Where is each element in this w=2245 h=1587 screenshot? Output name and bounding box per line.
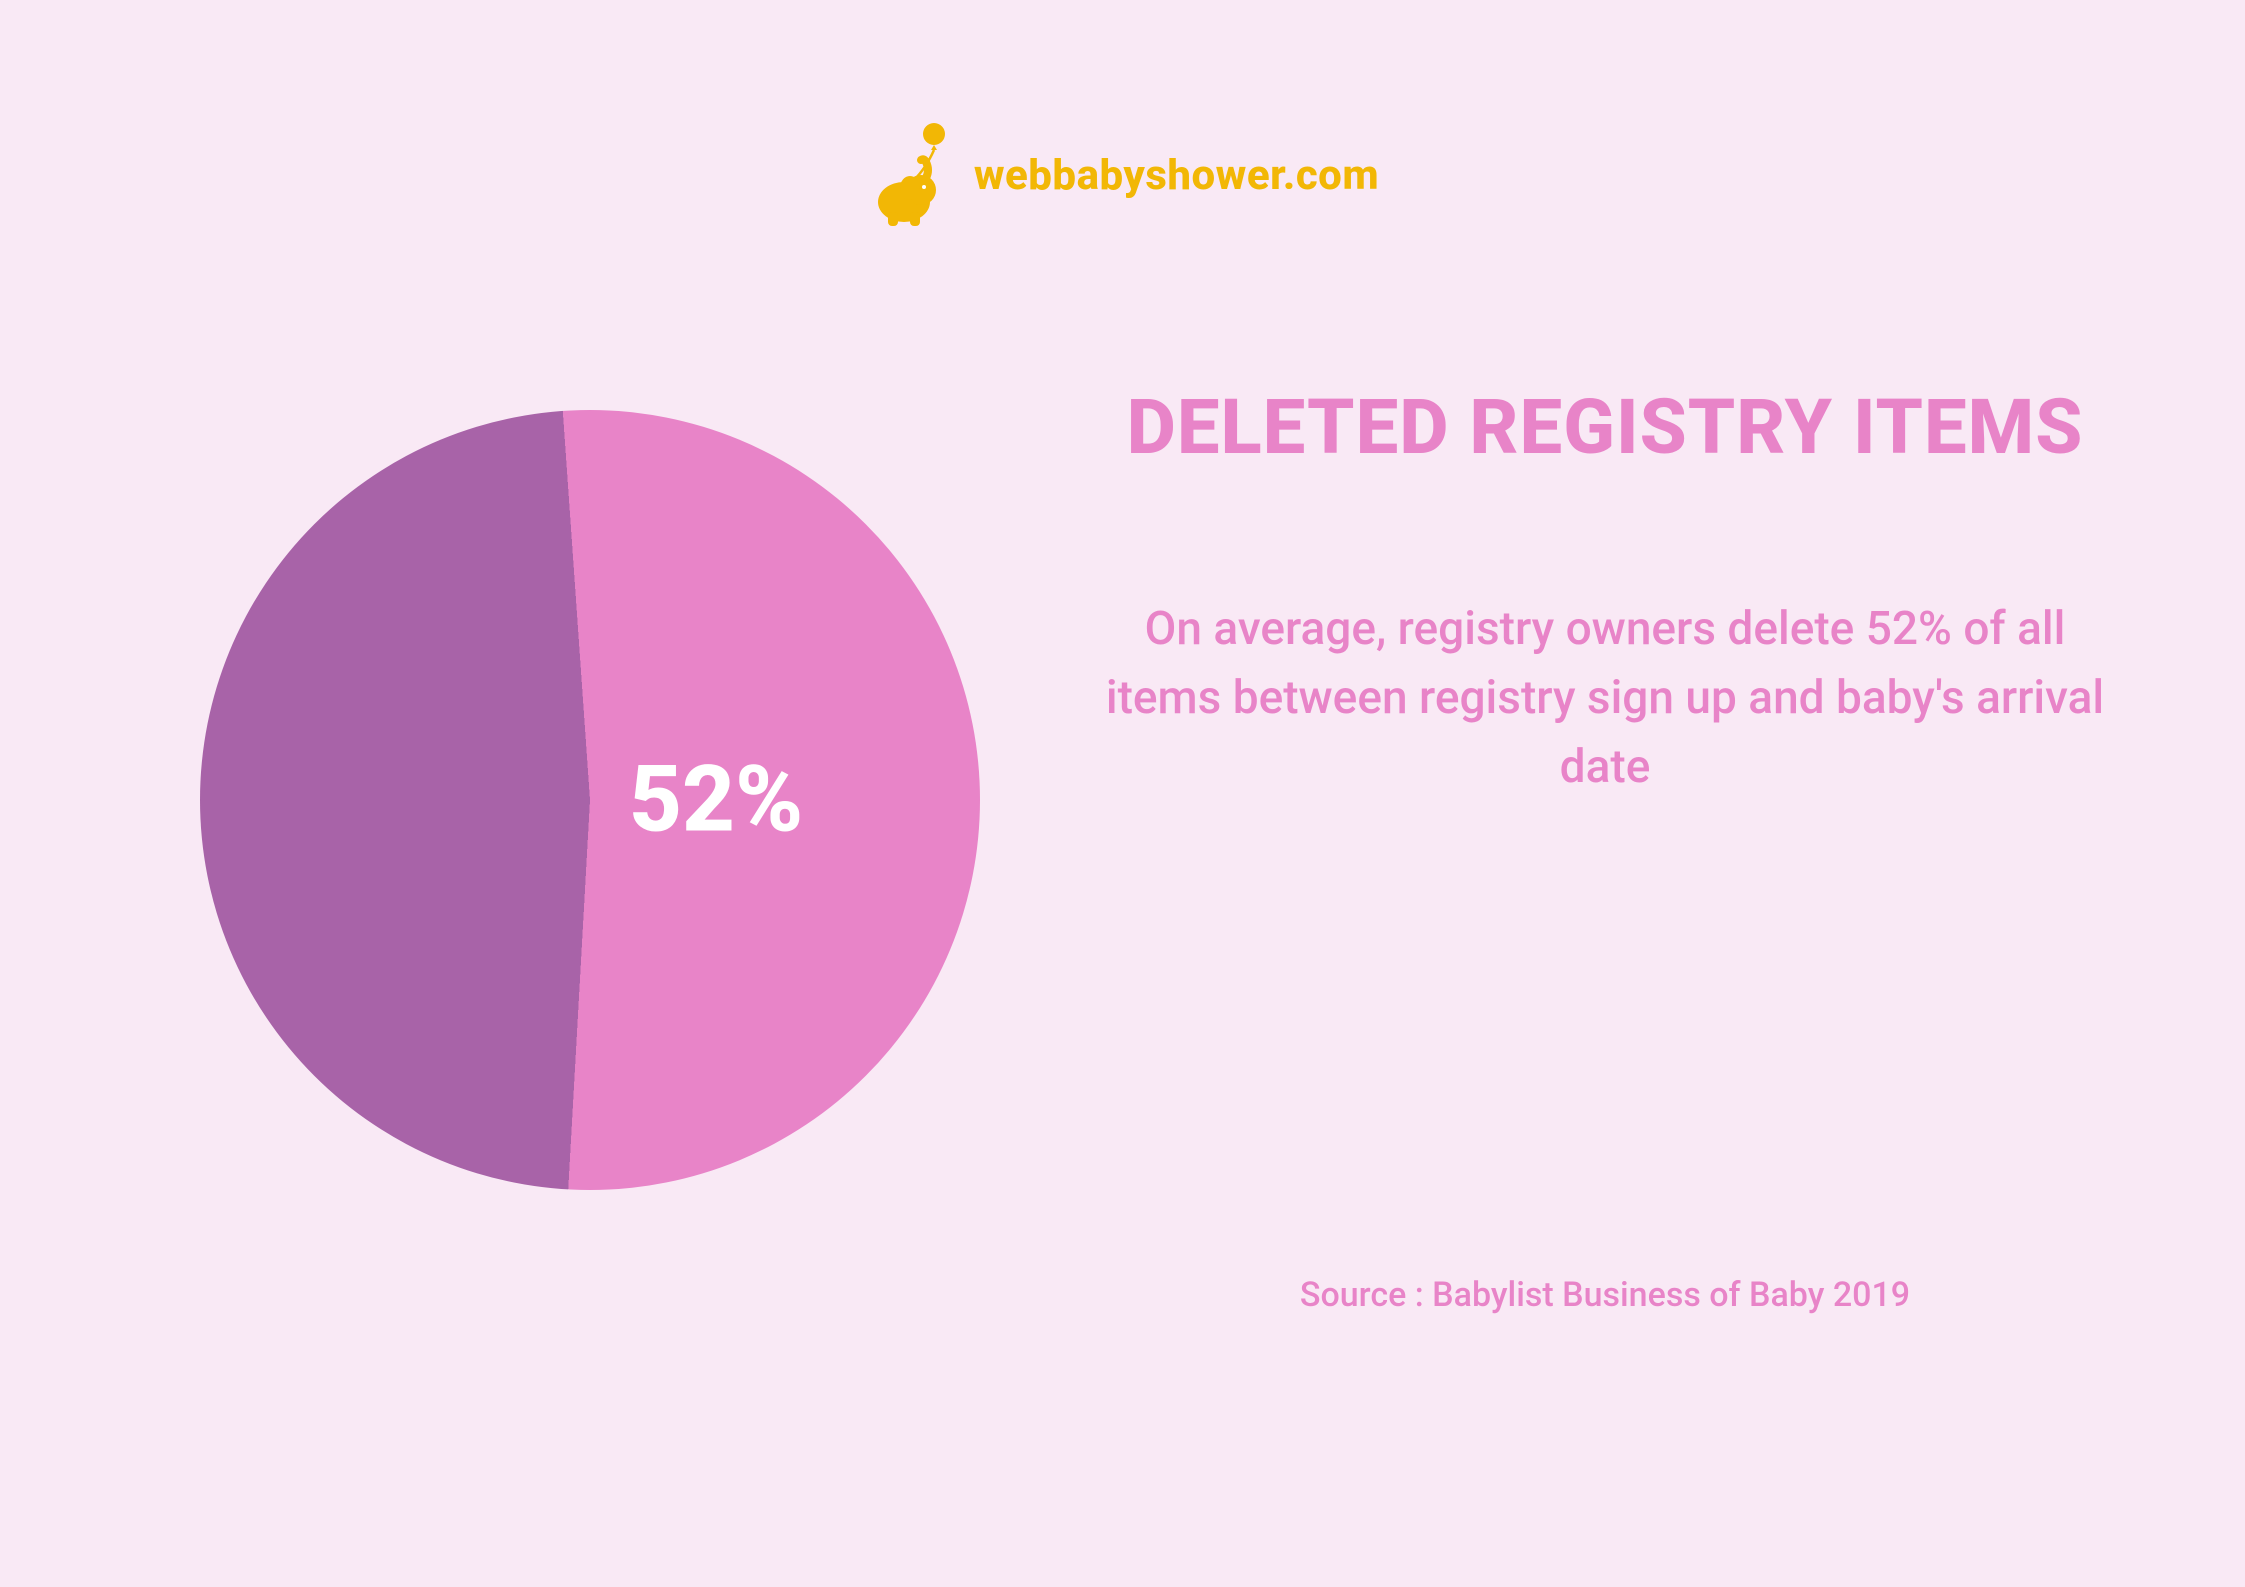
balloon-icon — [923, 123, 945, 145]
pie-chart: 52% — [200, 410, 980, 1190]
pie-circle — [200, 410, 980, 1190]
text-column: DELETED REGISTRY ITEMS On average, regis… — [1095, 380, 2115, 802]
content-row: 52% DELETED REGISTRY ITEMS On average, r… — [0, 380, 2245, 1380]
infographic-title: DELETED REGISTRY ITEMS — [1095, 380, 2115, 475]
infographic-canvas: webbabyshower.com 52% DELETED REGISTRY I… — [0, 0, 2245, 1587]
infographic-body: On average, registry owners delete 52% o… — [1095, 595, 2115, 802]
brand-text: webbabyshower.com — [974, 151, 1379, 200]
elephant-balloon-icon — [866, 120, 956, 230]
header: webbabyshower.com — [0, 120, 2245, 230]
pie-percent-label: 52% — [629, 747, 803, 854]
source-citation: Source : Babylist Business of Baby 2019 — [1095, 1275, 2115, 1315]
